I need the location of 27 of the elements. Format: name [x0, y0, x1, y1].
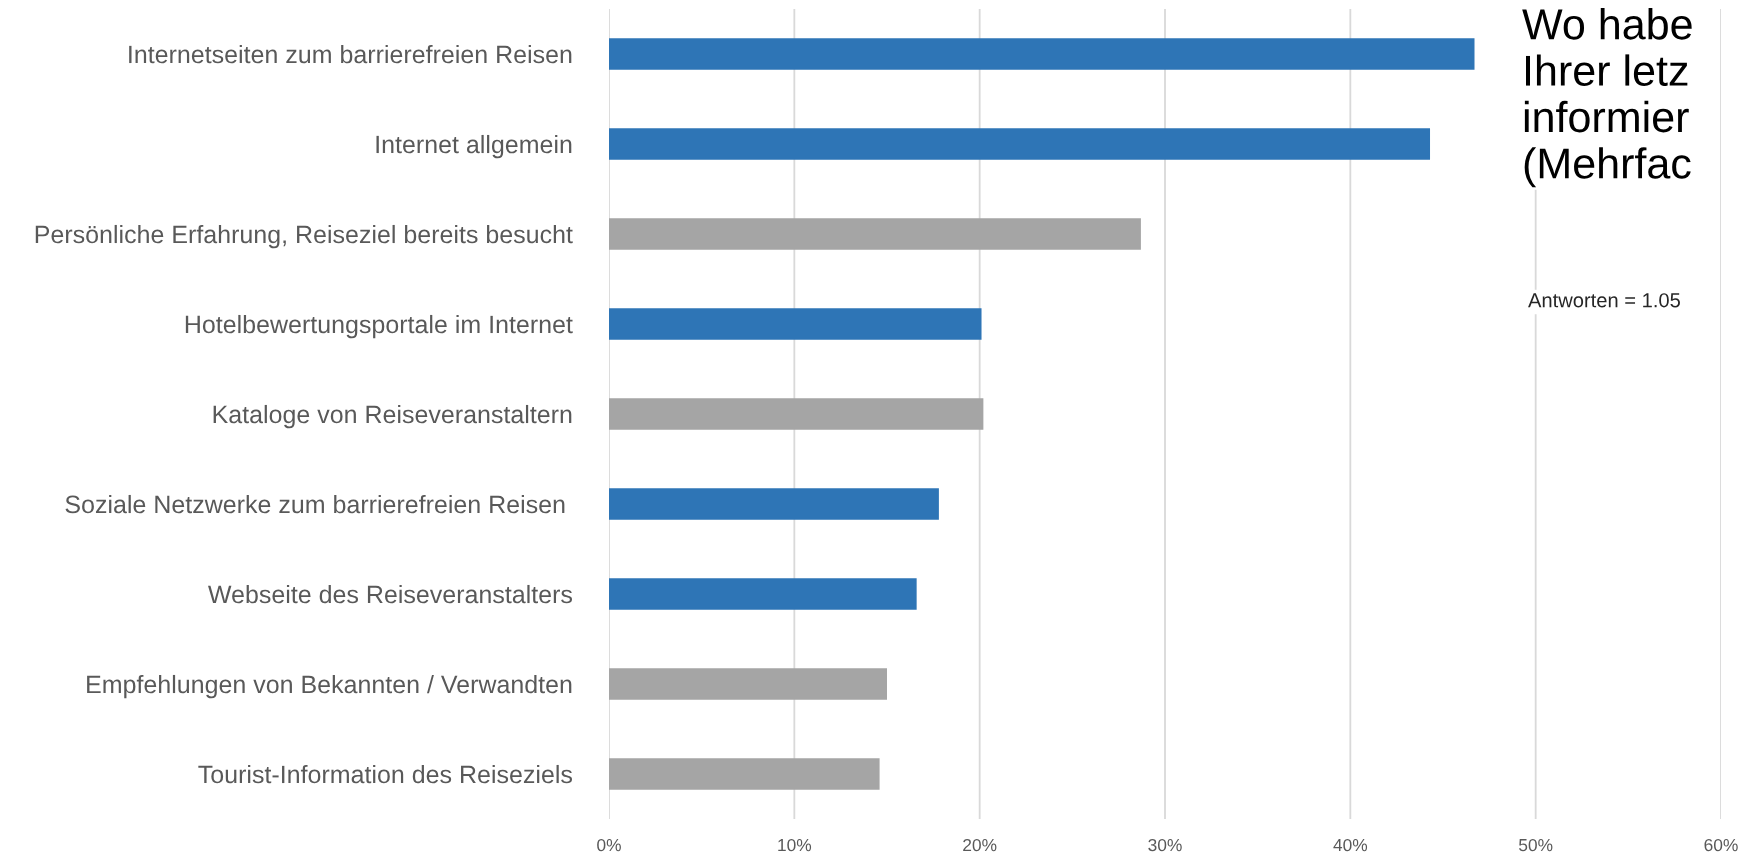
- x-tick-label: 10%: [778, 838, 812, 852]
- x-tick-label: 30%: [1148, 838, 1182, 852]
- bar: [609, 488, 939, 520]
- bar: [609, 758, 880, 790]
- bar: [609, 128, 1431, 160]
- bar: [609, 398, 984, 430]
- text: Wo habe Ihrer letz informier (Mehrfac: [1522, 8, 1692, 188]
- bar: [609, 668, 887, 700]
- y-tick-label: Empfehlungen von Bekannten / Verwandten: [87, 674, 572, 699]
- x-tick-label: 60%: [1704, 838, 1738, 852]
- bar: [609, 218, 1141, 250]
- x-tick-label: 40%: [1333, 838, 1368, 852]
- y-tick-label: Soziale Netzwerke zum barrierefreien Reisen: [65, 494, 565, 514]
- y-tick-label: Persönliche Erfahrung, Reiseziel bereits besucht: [35, 224, 573, 249]
- y-tick-label: Hotelbewertungsportale im Internet: [185, 314, 573, 339]
- bar: [609, 308, 982, 340]
- y-tick-label: Tourist-Information des Reiseziels: [198, 764, 573, 784]
- x-tick-label: 50%: [1518, 838, 1553, 852]
- y-tick-label: Internet allgemein: [376, 134, 572, 159]
- y-tick-label: Kataloge von Reiseveranstaltern: [213, 404, 572, 429]
- y-tick-label: Webseite des Reiseveranstalters: [208, 584, 573, 604]
- x-tick-label: 20%: [963, 838, 997, 852]
- y-tick-label: Internetseiten zum barrierefreien Reisen: [129, 44, 572, 64]
- bar: [609, 578, 917, 610]
- bar: [609, 38, 1475, 70]
- x-tick-label: 0%: [597, 838, 621, 852]
- annotation: Antworten = 1.05: [1528, 293, 1680, 308]
